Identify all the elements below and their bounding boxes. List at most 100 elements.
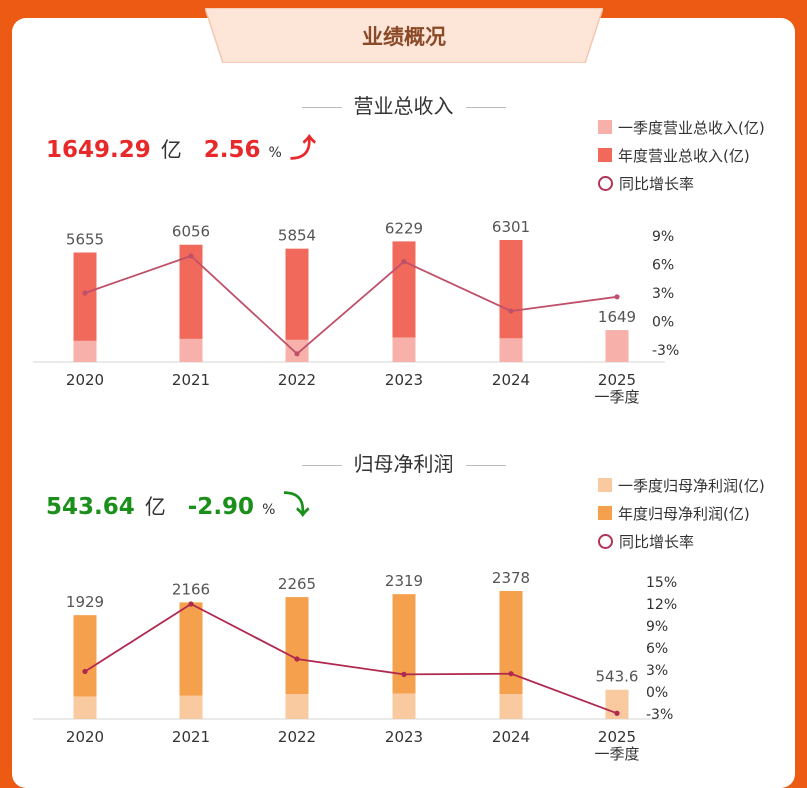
bar-annual bbox=[179, 602, 203, 719]
legend-swatch bbox=[598, 148, 612, 162]
x-tick-label: 2025 bbox=[598, 371, 636, 389]
growth-rate-point bbox=[188, 601, 194, 607]
growth-rate-point bbox=[614, 294, 620, 300]
legend-label: 同比增长率 bbox=[619, 174, 695, 193]
growth-rate-point bbox=[508, 671, 514, 677]
bar-quarter bbox=[392, 693, 416, 719]
legend-item: 一季度归母净利润(亿) bbox=[598, 471, 765, 499]
legend-ring-icon bbox=[598, 175, 613, 191]
legend-swatch bbox=[598, 120, 612, 134]
bar-quarter bbox=[499, 693, 523, 719]
legend-label: 同比增长率 bbox=[619, 532, 695, 551]
legend-swatch bbox=[598, 506, 612, 520]
bar-value-label: 6229 bbox=[385, 219, 423, 237]
profit-kpi: 543.64 亿 -2.90% ⤵ bbox=[46, 485, 309, 522]
legend-item: 年度归母净利润(亿) bbox=[598, 499, 765, 527]
x-tick-label: 2022 bbox=[278, 371, 316, 389]
page-title: 业绩概况 bbox=[362, 25, 446, 49]
bar-quarter bbox=[605, 330, 629, 362]
revenue-kpi-value: 1649.29 bbox=[46, 137, 151, 163]
y-right-tick-label: 9% bbox=[652, 229, 674, 245]
x-tick-label: 2021 bbox=[172, 728, 210, 746]
profit-section-title: 归母净利润 bbox=[0, 448, 807, 477]
revenue-legend: 一季度营业总收入(亿) 年度营业总收入(亿) 同比增长率 bbox=[598, 113, 765, 197]
legend-label: 年度营业总收入(亿) bbox=[618, 146, 750, 165]
legend-label: 一季度营业总收入(亿) bbox=[618, 118, 765, 137]
x-tick-label: 一季度 bbox=[594, 745, 639, 763]
bar-value-label: 5854 bbox=[278, 227, 316, 245]
bar-value-label: 5655 bbox=[66, 231, 104, 249]
growth-rate-point bbox=[82, 290, 88, 296]
bar-quarter bbox=[179, 695, 203, 719]
y-right-tick-label: 3% bbox=[646, 663, 668, 679]
legend-swatch bbox=[598, 478, 612, 492]
bar-annual bbox=[499, 591, 523, 719]
bar-annual bbox=[285, 248, 309, 362]
bar-value-label: 1929 bbox=[66, 593, 104, 611]
y-right-tick-label: 15% bbox=[646, 575, 677, 591]
x-tick-label: 2021 bbox=[172, 371, 210, 389]
x-tick-label: 2023 bbox=[385, 728, 423, 746]
legend-item: 一季度营业总收入(亿) bbox=[598, 113, 765, 141]
legend-ring-icon bbox=[598, 533, 613, 549]
bar-annual bbox=[179, 244, 203, 362]
x-tick-label: 2024 bbox=[492, 728, 530, 746]
revenue-section-title: 营业总收入 bbox=[0, 90, 807, 119]
bar-quarter bbox=[499, 338, 523, 362]
profit-title-text: 归母净利润 bbox=[353, 452, 454, 476]
y-right-tick-label: 6% bbox=[652, 258, 674, 274]
y-right-tick-label: -3% bbox=[646, 707, 673, 723]
legend-item: 同比增长率 bbox=[598, 527, 765, 555]
bar-annual bbox=[73, 615, 97, 719]
x-tick-label: 2025 bbox=[598, 728, 636, 746]
bar-value-label: 6056 bbox=[172, 223, 210, 241]
arrow-up-icon: ⤴ bbox=[289, 134, 316, 164]
revenue-kpi-unit: 亿 bbox=[160, 138, 182, 162]
growth-rate-point bbox=[82, 668, 88, 675]
title-divider-right bbox=[465, 107, 506, 108]
x-tick-label: 一季度 bbox=[594, 388, 639, 406]
bar-quarter bbox=[285, 339, 309, 362]
bar-quarter bbox=[285, 693, 309, 719]
growth-rate-point bbox=[614, 710, 620, 716]
bar-value-label: 2378 bbox=[492, 569, 530, 587]
bar-value-label: 1649 bbox=[598, 308, 636, 326]
bar-value-label: 2166 bbox=[172, 580, 210, 598]
header-tab bbox=[205, 8, 603, 63]
y-right-tick-label: 3% bbox=[652, 286, 674, 302]
y-right-tick-label: 0% bbox=[652, 315, 674, 331]
bar-annual bbox=[392, 594, 416, 719]
legend-label: 年度归母净利润(亿) bbox=[618, 504, 750, 523]
profit-kpi-value: 543.64 bbox=[46, 494, 135, 520]
title-divider-left bbox=[301, 465, 342, 466]
profit-legend: 一季度归母净利润(亿) 年度归母净利润(亿) 同比增长率 bbox=[598, 471, 765, 555]
growth-rate-line bbox=[84, 254, 618, 356]
bar-value-label: 2265 bbox=[278, 575, 316, 593]
growth-rate-point bbox=[508, 308, 514, 314]
x-tick-label: 2023 bbox=[385, 371, 423, 389]
legend-item: 同比增长率 bbox=[598, 169, 765, 197]
legend-item: 年度营业总收入(亿) bbox=[598, 141, 765, 169]
bar-quarter bbox=[73, 696, 97, 719]
bar-value-label: 6301 bbox=[492, 218, 530, 236]
x-tick-label: 2020 bbox=[66, 371, 104, 389]
y-right-tick-label: -3% bbox=[652, 343, 679, 359]
profit-kpi-change: -2.90 bbox=[187, 494, 255, 520]
title-divider-left bbox=[301, 107, 342, 108]
revenue-kpi: 1649.29 亿 2.56% ⤴ bbox=[46, 128, 316, 165]
bar-annual bbox=[392, 241, 416, 362]
profit-kpi-unit: 亿 bbox=[144, 495, 166, 519]
x-tick-label: 2020 bbox=[66, 728, 104, 746]
revenue-kpi-percent: % bbox=[268, 145, 282, 161]
legend-label: 一季度归母净利润(亿) bbox=[618, 476, 765, 495]
revenue-title-text: 营业总收入 bbox=[353, 94, 454, 118]
growth-rate-point bbox=[188, 253, 194, 259]
revenue-kpi-change: 2.56 bbox=[203, 137, 261, 163]
y-right-tick-label: 12% bbox=[646, 597, 677, 613]
x-tick-label: 2024 bbox=[492, 371, 530, 389]
y-right-tick-label: 9% bbox=[646, 619, 668, 635]
growth-rate-line bbox=[84, 602, 618, 715]
bar-value-label: 2319 bbox=[385, 572, 423, 590]
bar-quarter bbox=[392, 337, 416, 362]
